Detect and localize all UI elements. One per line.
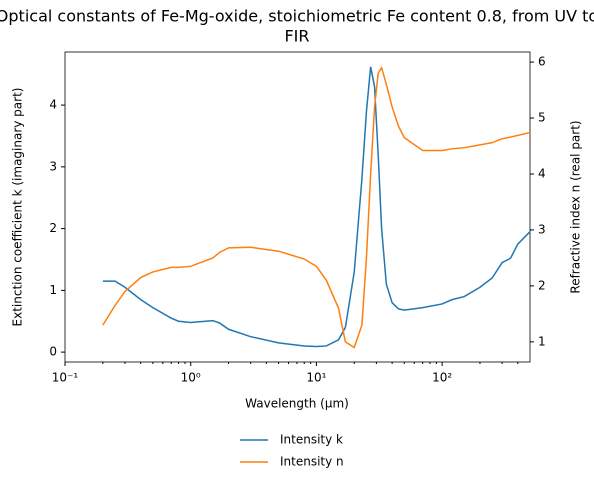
y-tick-label: 4 xyxy=(49,98,57,112)
y2-tick-label: 6 xyxy=(538,55,546,69)
y2-tick-label: 3 xyxy=(538,222,546,236)
y2-axis-label: Refractive index n (real part) xyxy=(569,120,583,293)
y2-tick-label: 2 xyxy=(538,278,546,292)
x-tick-label: 10² xyxy=(432,371,452,385)
x-tick-label: 10⁰ xyxy=(181,371,201,385)
x-axis-label: Wavelength (μm) xyxy=(245,397,349,411)
plot-frame xyxy=(64,51,531,363)
series-line xyxy=(102,66,531,348)
y-tick-label: 1 xyxy=(49,283,57,297)
svg-text:FIR: FIR xyxy=(284,27,309,46)
svg-text:Optical constants of Fe-Mg-oxi: Optical constants of Fe-Mg-oxide, stoich… xyxy=(0,7,594,26)
y2-tick-label: 5 xyxy=(538,111,546,125)
y2-tick-label: 4 xyxy=(538,166,546,180)
x-tick-label: 10⁻¹ xyxy=(52,371,79,385)
legend-label: Intensity k xyxy=(280,433,343,447)
chart-title: Optical constants of Fe-Mg-oxide, stoich… xyxy=(0,7,594,46)
x-tick-label: 10¹ xyxy=(306,371,326,385)
y-axis-label: Extinction coefficient k (imaginary part… xyxy=(11,88,25,327)
legend-label: Intensity n xyxy=(280,455,344,469)
y-tick-label: 0 xyxy=(49,345,57,359)
y-tick-label: 3 xyxy=(49,159,57,173)
y-tick-label: 2 xyxy=(49,221,57,235)
series-line xyxy=(102,65,531,349)
y2-tick-label: 1 xyxy=(538,334,546,348)
